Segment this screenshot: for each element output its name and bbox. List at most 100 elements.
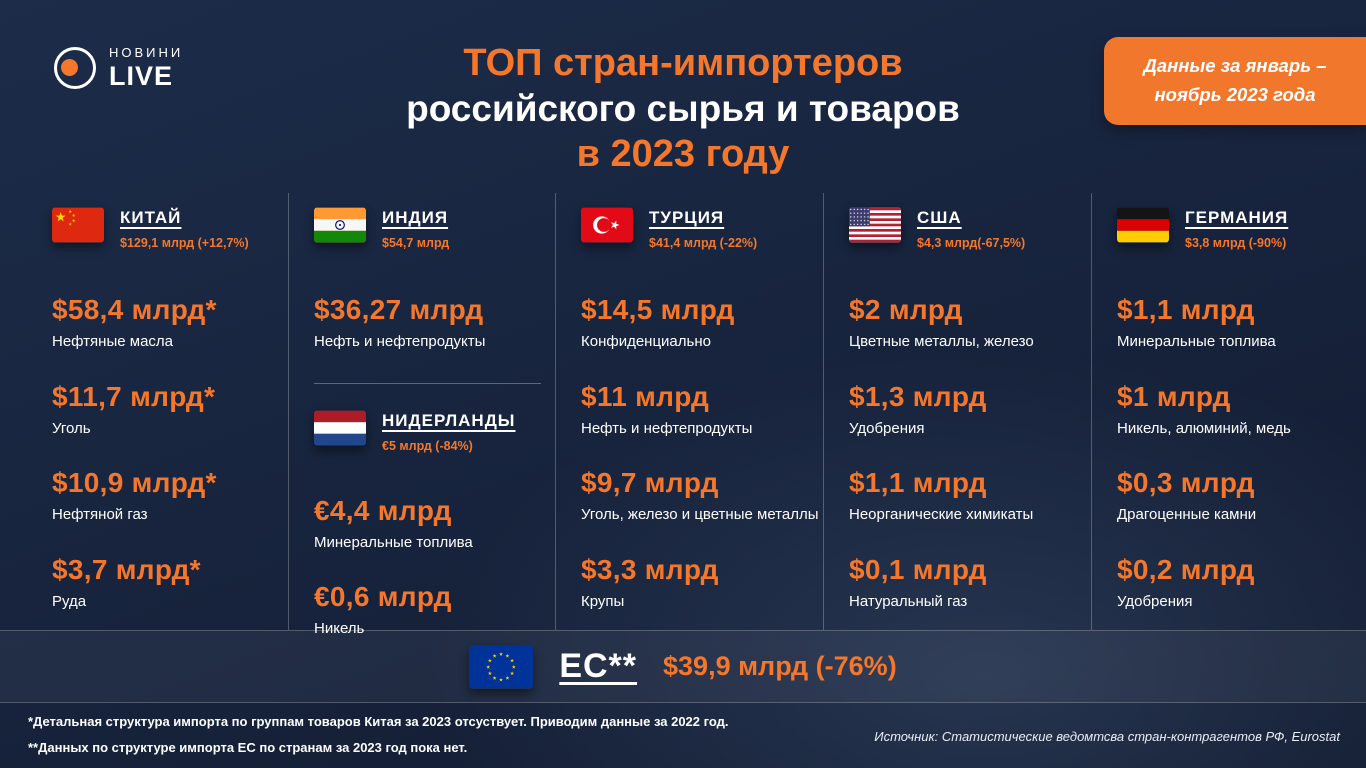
germany-flag-icon [1117,207,1169,243]
import-value: $3,3 млрд [581,553,719,585]
column-india-netherlands: ИНДИЯ $54,7 млрд $36,27 млрд Нефть и неф… [288,193,555,637]
india-flag-icon [314,207,366,243]
import-item: $9,7 млрд Уголь, железо и цветные металл… [581,469,823,525]
country-total: $4,3 млрд(-67,5%) [917,236,1026,250]
import-value: $36,27 млрд [314,294,484,325]
column-germany: ГЕРМАНИЯ $3,8 млрд (-90%) $1,1 млрд Мине… [1091,193,1350,630]
country-header: ИНДИЯ $54,7 млрд [314,207,555,250]
country-header: ТУРЦИЯ $41,4 млрд (-22%) [581,207,823,250]
import-value: $11 млрд [581,380,710,412]
country-header: НИДЕРЛАНДЫ €5 млрд (-84%) [314,410,541,453]
import-item: $2 млрд Цветные металлы, железо [849,296,1091,352]
eu-total-band: ЕС** $39,9 млрд (-76%) [0,630,1366,703]
column-china: КИТАЙ $129,1 млрд (+12,7%) $58,4 млрд* Н… [52,193,288,630]
import-item: $1 млрд Никель, алюминий, медь [1117,380,1350,439]
import-item: $11,7 млрд* Уголь [52,380,288,439]
country-name: ГЕРМАНИЯ [1185,208,1289,227]
country-section-germany: ГЕРМАНИЯ $3,8 млрд (-90%) $1,1 млрд Мине… [1117,207,1350,611]
import-label: Уголь [52,419,91,437]
import-label: Руда [52,592,87,610]
import-label: Драгоценные камни [1117,506,1257,523]
logo-ring-icon [54,47,96,89]
import-value: €0,6 млрд [314,581,452,612]
period-badge: Данные за январь – ноябрь 2023 года [1104,37,1366,125]
import-label: Натуральный газ [849,592,968,610]
import-item: $3,3 млрд Крупы [581,553,823,612]
import-item: $36,27 млрд Нефть и нефтепродукты [314,296,555,352]
import-label: Нефтяные масла [52,333,174,350]
import-value: $11,7 млрд* [52,380,216,412]
import-label: Неорганические химикаты [849,506,1034,523]
novyny-live-logo: НОВИНИ LIVE [54,46,183,90]
import-value: $14,5 млрд [581,294,735,325]
country-section-netherlands: НИДЕРЛАНДЫ €5 млрд (-84%) €4,4 млрд Мине… [314,382,541,639]
eu-flag-icon [469,645,534,689]
import-label: Конфиденциально [581,333,711,350]
import-label: Никель, алюминий, медь [1117,419,1291,437]
column-usa: США $4,3 млрд(-67,5%) $2 млрд Цветные ме… [823,193,1091,630]
logo-dot-icon [61,59,78,76]
import-label: Цветные металлы, железо [849,333,1034,350]
import-item: $3,7 млрд* Руда [52,553,288,612]
country-total: $3,8 млрд (-90%) [1185,236,1287,250]
import-value: €4,4 млрд [314,494,452,526]
country-total: $129,1 млрд (+12,7%) [120,236,249,250]
import-item: €4,4 млрд Минеральные топлива [314,494,541,553]
usa-flag-icon [849,207,901,243]
import-item: $0,3 млрд Драгоценные камни [1117,469,1350,525]
country-name: ТУРЦИЯ [649,208,725,227]
import-label: Крупы [581,592,625,610]
country-name: КИТАЙ [120,208,182,227]
title-line-1: ТОП стран-импортеров [463,42,903,84]
country-section-india: ИНДИЯ $54,7 млрд $36,27 млрд Нефть и неф… [314,207,555,352]
import-value: $58,4 млрд* [52,294,217,325]
import-label: Нефтяной газ [52,506,148,523]
badge-line-2: ноябрь 2023 года [1154,84,1316,105]
import-item: $0,1 млрд Натуральный газ [849,553,1091,612]
import-label: Удобрения [849,419,925,437]
badge-line-1: Данные за январь – [1143,55,1327,77]
netherlands-flag-icon [314,410,366,446]
source-note: Источник: Статистические ведомтсва стран… [874,729,1340,744]
import-label: Минеральные топлива [1117,333,1276,350]
country-header: КИТАЙ $129,1 млрд (+12,7%) [52,207,288,250]
page-title: ТОП стран-импортеров российского сырья и… [283,40,1083,178]
footnote-2: **Данных по структуре импорта ЕС по стра… [28,740,468,755]
import-label: Нефть и нефтепродукты [581,419,753,437]
import-value: $0,3 млрд [1117,467,1255,498]
country-name: ИНДИЯ [382,208,449,227]
country-section-turkey: ТУРЦИЯ $41,4 млрд (-22%) $14,5 млрд Конф… [581,207,823,611]
country-header: ГЕРМАНИЯ $3,8 млрд (-90%) [1117,207,1350,250]
import-value: $1 млрд [1117,380,1231,412]
title-line-3: в 2023 году [576,133,790,176]
import-label: Удобрения [1117,592,1193,610]
import-value: $3,7 млрд* [52,553,201,585]
turkey-flag-icon [581,207,633,243]
country-total: $54,7 млрд [382,236,450,250]
country-name: НИДЕРЛАНДЫ [382,410,516,430]
import-item: $0,2 млрд Удобрения [1117,555,1350,612]
country-columns: КИТАЙ $129,1 млрд (+12,7%) $58,4 млрд* Н… [52,193,1350,637]
import-item: $1,1 млрд Неорганические химикаты [849,469,1091,525]
eu-value: $39,9 млрд (-76%) [663,651,897,681]
import-value: $10,9 млрд* [52,467,217,498]
import-item: $10,9 млрд* Нефтяной газ [52,469,288,525]
import-value: $0,1 млрд [849,553,987,585]
footnotes: *Детальная структура импорта по группам … [28,709,729,761]
import-item: $11 млрд Нефть и нефтепродукты [581,380,823,439]
import-item: $14,5 млрд Конфиденциально [581,296,823,352]
eu-name: ЕС** [559,647,638,685]
country-section-usa: США $4,3 млрд(-67,5%) $2 млрд Цветные ме… [849,207,1091,611]
import-item: $1,1 млрд Минеральные топлива [1117,296,1350,352]
import-label: Нефть и нефтепродукты [314,333,486,350]
import-item: $1,3 млрд Удобрения [849,382,1091,439]
china-flag-icon [52,207,104,243]
country-header: США $4,3 млрд(-67,5%) [849,207,1091,250]
title-line-2: российского сырья и товаров [406,88,960,130]
logo-text-top: НОВИНИ [109,45,184,60]
import-value: $1,1 млрд [1117,294,1255,325]
country-total: €5 млрд (-84%) [382,438,473,453]
import-label: Уголь, железо и цветные металлы [581,506,819,523]
country-name: США [917,208,962,227]
